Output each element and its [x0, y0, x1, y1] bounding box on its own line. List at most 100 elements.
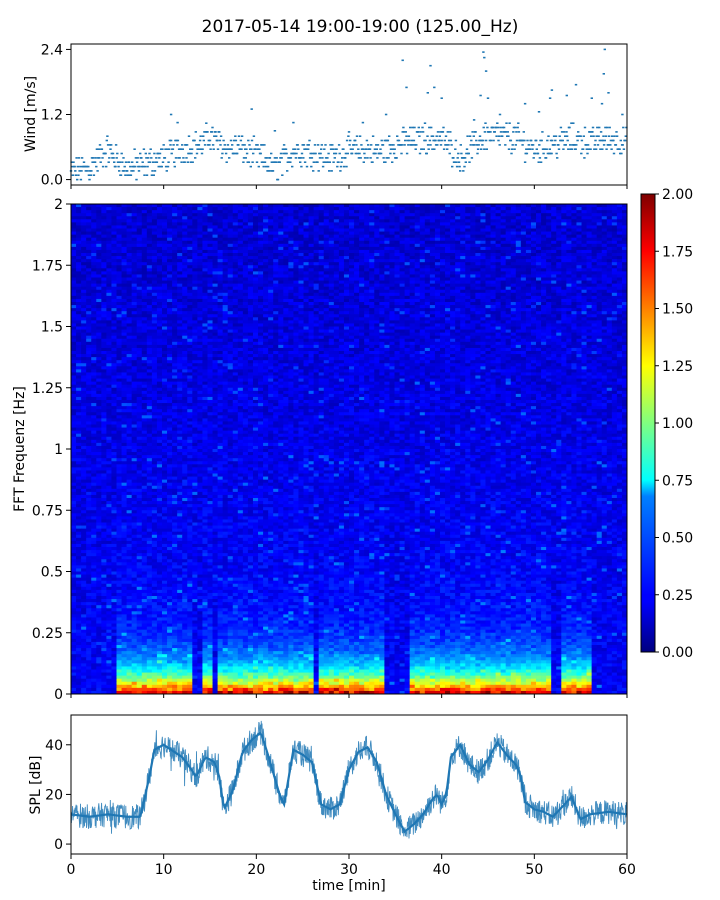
- spectrogram-cell: [424, 295, 431, 300]
- wind-point: [87, 165, 90, 168]
- spectrogram-cell: [303, 246, 309, 251]
- wind-point: [459, 170, 462, 172]
- spectrogram-cell: [242, 268, 249, 272]
- spectrogram-cell: [172, 274, 178, 278]
- spectrogram-cell: [182, 231, 188, 236]
- wind-axes-frame: [70, 43, 628, 186]
- spectrogram-cell: [551, 234, 557, 239]
- spectrogram-cell: [470, 259, 476, 263]
- spectrogram-cell: [252, 283, 259, 288]
- spectrogram-cell: [429, 207, 436, 211]
- spectrogram-cell: [328, 219, 335, 223]
- spectrogram-cell: [601, 246, 608, 251]
- spectrogram-cell: [212, 298, 218, 303]
- spectrogram-cell: [566, 207, 572, 211]
- spectrogram-cell: [187, 243, 193, 248]
- wind-point: [554, 135, 558, 137]
- spectrogram-cell: [258, 210, 264, 214]
- spectrogram-cell: [621, 237, 628, 242]
- spectrogram-cell: [141, 265, 148, 269]
- wind-point: [402, 131, 406, 133]
- spectrogram-cell: [303, 265, 309, 269]
- wind-point: [368, 148, 372, 150]
- spectrogram-cell: [455, 204, 461, 208]
- spectrogram-cell: [490, 274, 496, 278]
- spectrogram-cell: [222, 302, 229, 306]
- spectrogram-cell: [586, 271, 593, 275]
- spectrogram-cell: [596, 259, 603, 263]
- spectrogram-cell: [247, 249, 254, 254]
- spectrogram-cell: [217, 213, 224, 217]
- spectrogram-cell: [586, 308, 593, 312]
- spectrogram-cell: [71, 240, 77, 245]
- wind-point: [339, 170, 342, 172]
- spectrogram-cell: [409, 314, 416, 318]
- spectrogram-cell: [242, 265, 249, 269]
- spectrogram-cell: [394, 286, 400, 291]
- spectrogram-cell: [268, 283, 274, 288]
- spectrogram-cell: [384, 249, 390, 254]
- wind-point: [129, 174, 133, 176]
- spectrogram-cell: [207, 262, 213, 266]
- spectrogram-cell: [354, 298, 360, 303]
- spectrogram-cell: [505, 210, 512, 214]
- spectrogram-cell: [252, 225, 259, 229]
- spectrogram-cell: [389, 277, 395, 281]
- spectrogram-cell: [187, 231, 193, 236]
- spectrogram-cell: [409, 262, 416, 266]
- spectrogram-cell: [470, 286, 476, 291]
- wind-point: [145, 174, 149, 176]
- spectrogram-cell: [515, 240, 522, 245]
- spectrogram-cell: [394, 295, 400, 300]
- spectrogram-cell: [111, 274, 117, 278]
- spectrogram-cell: [536, 259, 542, 263]
- spectrogram-cell: [192, 213, 198, 217]
- spectrogram-cell: [399, 249, 405, 254]
- spectrogram-cell: [121, 225, 127, 229]
- spectrogram-cell: [596, 292, 603, 297]
- wind-point: [87, 174, 91, 176]
- spectrogram-cell: [571, 249, 577, 254]
- spectrogram-cell: [151, 219, 158, 223]
- spectrogram-cell: [414, 256, 421, 260]
- spectrogram-cell: [91, 207, 97, 211]
- spectrogram-cell: [71, 207, 77, 211]
- spectrogram-cell: [136, 268, 143, 272]
- spectrogram-cell: [409, 225, 416, 229]
- spectrogram-cell: [581, 277, 587, 281]
- spectrogram-cell: [359, 277, 365, 281]
- spectrogram-cell: [480, 243, 486, 248]
- spectrogram-cell: [207, 305, 213, 309]
- spectrogram-cell: [293, 308, 299, 312]
- spectrogram-cell: [606, 289, 613, 294]
- spectrogram-cell: [298, 268, 304, 272]
- spectrogram-cell: [222, 289, 229, 294]
- wind-point: [396, 135, 399, 137]
- spectrogram-cell: [601, 219, 608, 223]
- wind-point: [436, 144, 439, 146]
- spectrogram-cell: [212, 234, 218, 239]
- spectrogram-cell: [161, 305, 168, 309]
- spectrogram-cell: [258, 259, 264, 263]
- spectrogram-cell: [450, 246, 456, 251]
- spectrogram-cell: [611, 210, 618, 214]
- spectrogram-cell: [394, 314, 400, 318]
- spectrogram-cell: [546, 253, 552, 257]
- spectrogram-cell: [252, 277, 259, 281]
- spectrogram-cell: [263, 311, 269, 315]
- spectrogram-cell: [288, 280, 294, 285]
- wind-point: [436, 131, 440, 133]
- spectrogram-cell: [192, 216, 198, 220]
- spectrogram-cell: [389, 237, 395, 242]
- spectrogram-cell: [485, 240, 491, 245]
- spectrogram-cell: [495, 268, 502, 272]
- spectrogram-cell: [520, 213, 527, 217]
- wind-point: [140, 165, 144, 168]
- wind-point: [541, 131, 544, 133]
- spectrogram-cell: [384, 207, 390, 211]
- wind-point: [481, 144, 484, 146]
- spectrogram-cell: [480, 213, 486, 217]
- spectrogram-cell: [470, 246, 476, 251]
- spectrogram-cell: [500, 274, 507, 278]
- spectrogram-cell: [323, 295, 330, 300]
